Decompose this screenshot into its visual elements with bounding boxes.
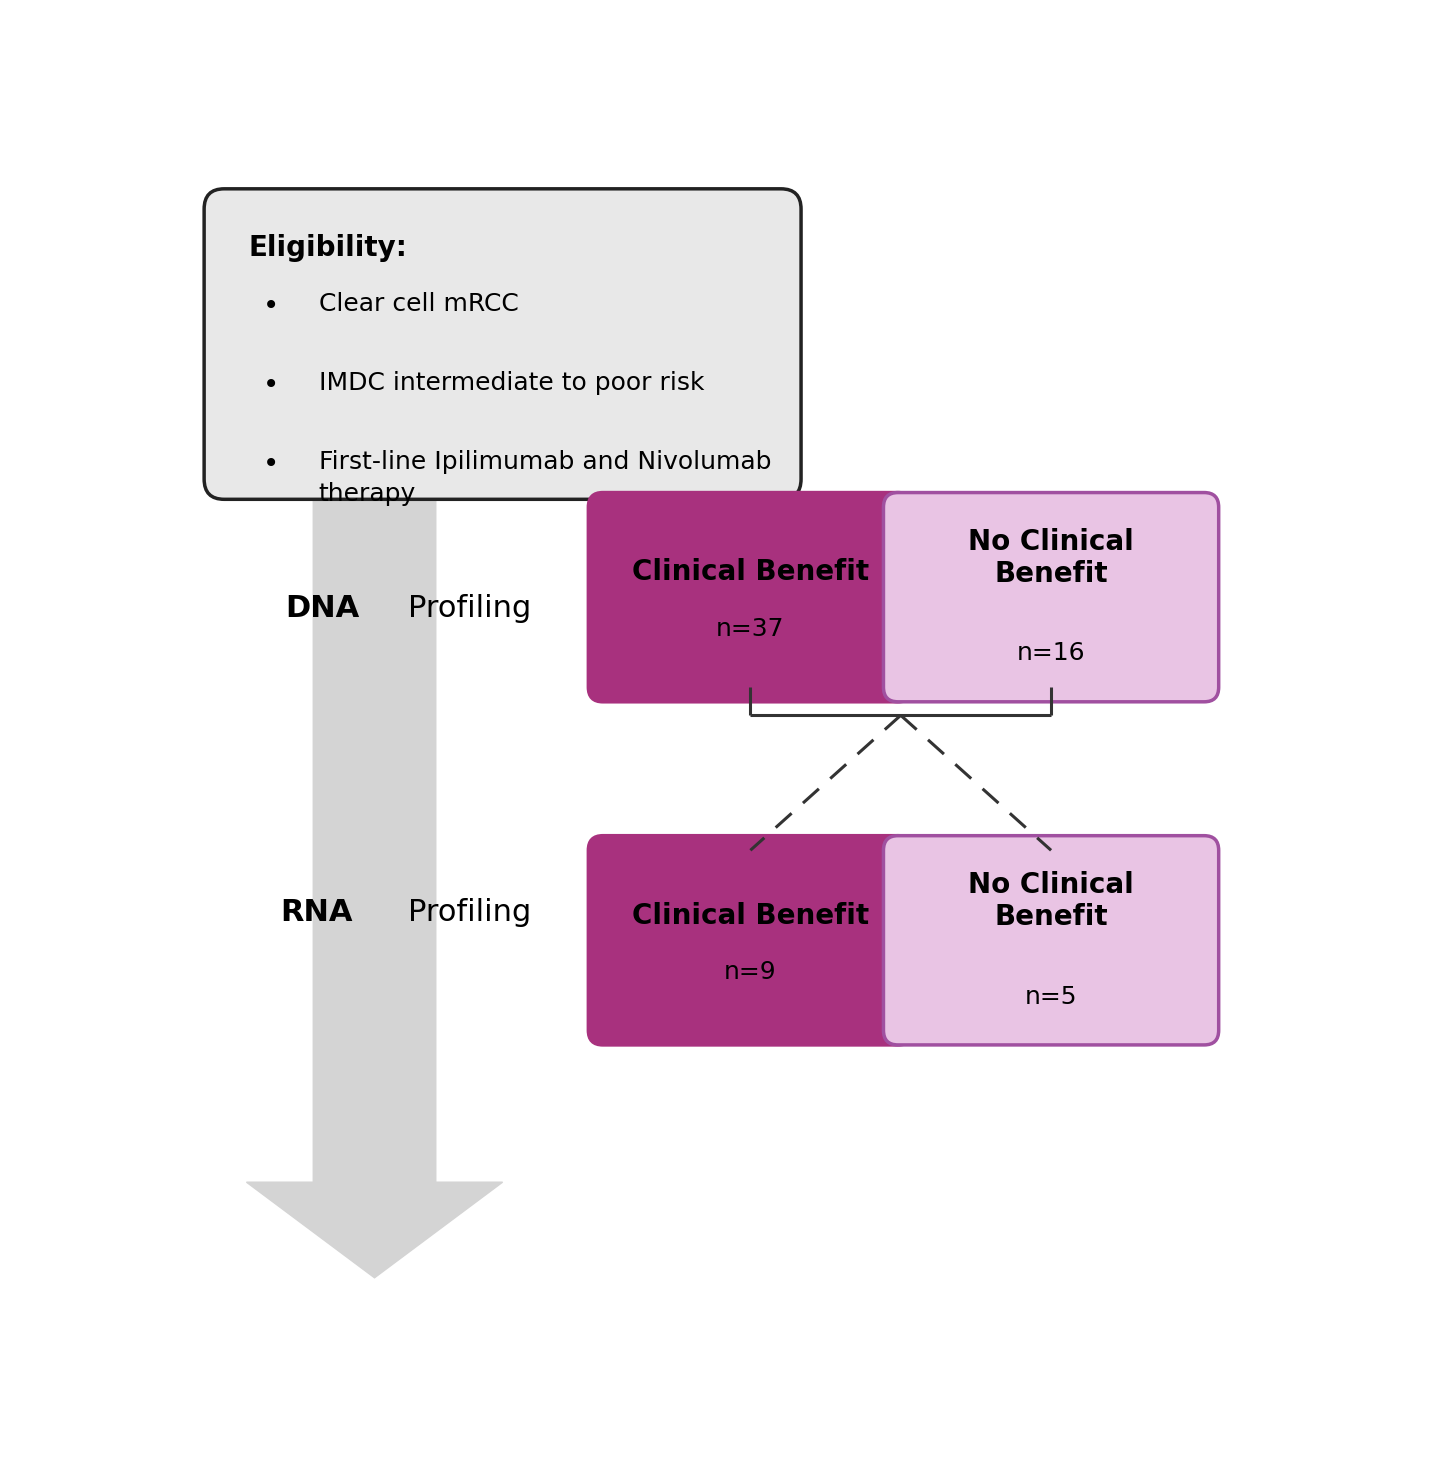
Text: •: • [263,292,279,320]
FancyBboxPatch shape [884,836,1219,1045]
Text: n=16: n=16 [1017,641,1085,665]
Text: Profiling: Profiling [408,595,532,622]
Text: n=9: n=9 [724,960,776,983]
Text: n=5: n=5 [1025,985,1078,1008]
FancyBboxPatch shape [884,492,1219,701]
Text: Profiling: Profiling [408,897,532,926]
Text: •: • [263,450,279,478]
Text: n=37: n=37 [716,617,785,641]
Text: Clinical Benefit: Clinical Benefit [632,901,869,929]
Text: Clear cell mRCC: Clear cell mRCC [319,292,519,317]
Text: No Clinical
Benefit: No Clinical Benefit [969,527,1134,587]
Text: Clinical Benefit: Clinical Benefit [632,558,869,586]
FancyBboxPatch shape [588,836,912,1045]
Polygon shape [247,491,503,1278]
Text: RNA: RNA [280,897,352,926]
Text: First-line Ipilimumab and Nivolumab
therapy: First-line Ipilimumab and Nivolumab ther… [319,450,772,506]
Text: No Clinical
Benefit: No Clinical Benefit [969,871,1134,931]
Text: Eligibility:: Eligibility: [249,234,408,262]
Text: IMDC intermediate to poor risk: IMDC intermediate to poor risk [319,371,704,396]
FancyBboxPatch shape [204,188,800,500]
Text: •: • [263,371,279,399]
FancyBboxPatch shape [588,492,912,701]
Text: DNA: DNA [286,595,359,622]
